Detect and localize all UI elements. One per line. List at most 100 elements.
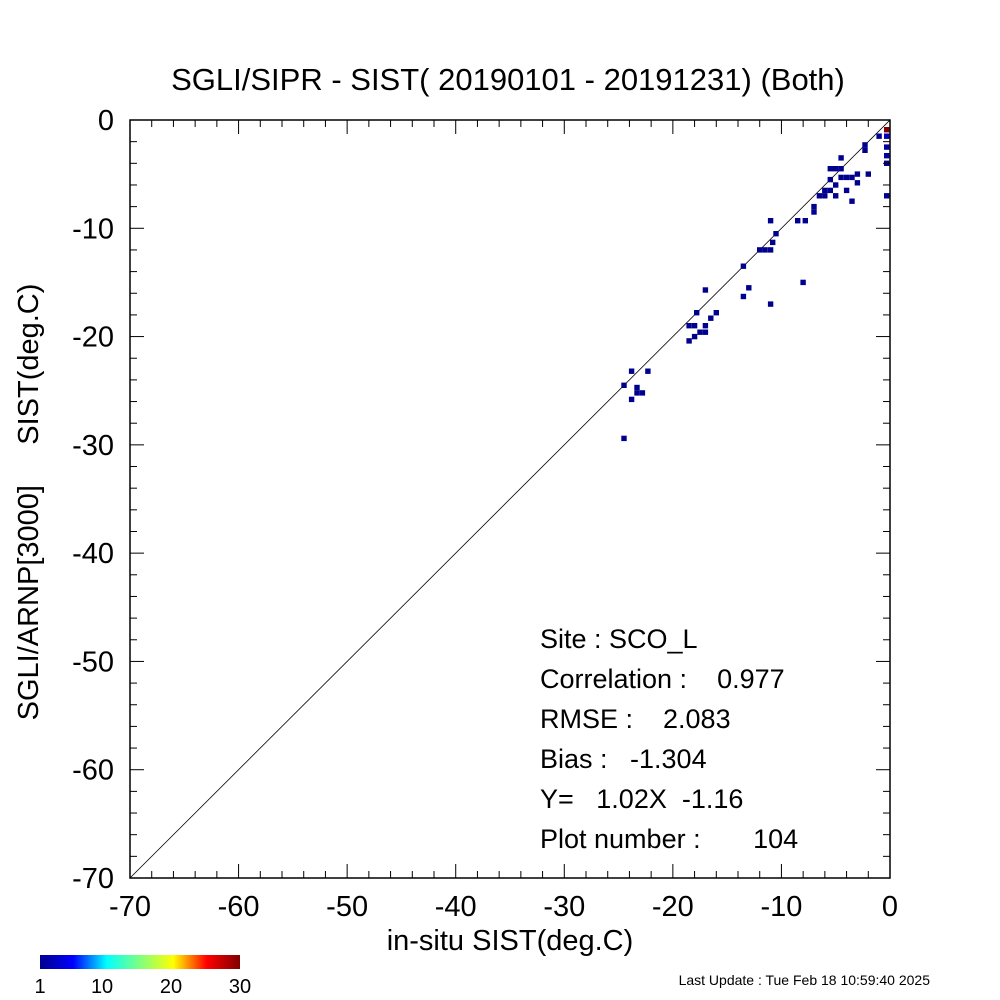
density-cell	[811, 203, 817, 210]
last-update-label: Last Update : Tue Feb 18 10:59:40 2025	[679, 972, 931, 988]
regression-label: Y= 1.02X -1.16	[540, 784, 743, 814]
x-tick-label: 0	[882, 891, 898, 923]
density-cell	[827, 176, 833, 183]
colorbar	[40, 955, 240, 969]
density-cell	[686, 338, 692, 344]
density-cell	[854, 171, 861, 177]
x-tick-label: -10	[760, 891, 802, 923]
axis-ticks	[129, 119, 891, 879]
density-cell	[686, 323, 692, 329]
density-cell	[862, 142, 868, 148]
bias-label: Bias : -1.304	[540, 744, 707, 774]
density-cell	[757, 247, 763, 253]
density-cell	[645, 368, 651, 374]
x-axis-title: in-situ SIST(deg.C)	[387, 925, 634, 957]
density-cell	[740, 263, 747, 269]
plot-number-label: Plot number : 104	[540, 824, 798, 854]
density-cell	[694, 310, 700, 316]
colorbar-tick-label: 10	[91, 976, 113, 998]
density-cell	[876, 133, 882, 139]
density-cell	[838, 174, 844, 181]
density-cell	[843, 187, 850, 194]
density-cell	[849, 198, 855, 204]
density-cell	[746, 285, 752, 291]
density-cell	[833, 193, 839, 199]
density-cell	[767, 301, 774, 307]
y-tick-label: -10	[72, 213, 114, 245]
y-tick-label: -60	[72, 755, 114, 787]
correlation-label: Correlation : 0.977	[540, 664, 785, 694]
statistics-panel: Site : SCO_L Correlation : 0.977 RMSE : …	[540, 624, 798, 854]
density-cell	[802, 218, 808, 224]
y-tick-label: -70	[72, 863, 114, 895]
density-cell	[740, 293, 747, 300]
density-cell	[634, 390, 640, 396]
density-cell	[628, 368, 635, 374]
density-cells	[621, 127, 890, 442]
colorbar-tick-label: 1	[34, 976, 45, 998]
density-cell	[827, 166, 833, 172]
density-cell	[849, 174, 855, 181]
plot-area: -70 -60 -50 -40 -30 -20 -10 0 0 -10 -20 -30 -40 -50 -6…	[72, 105, 898, 923]
density-cell	[822, 187, 828, 194]
density-cell	[639, 390, 646, 396]
density-cell	[767, 247, 774, 253]
y-tick-label: -20	[72, 322, 114, 354]
rmse-label: RMSE : 2.083	[540, 704, 731, 734]
density-cell	[862, 147, 868, 153]
plot-frame	[129, 119, 891, 879]
one-to-one-line	[129, 119, 891, 879]
density-cell	[697, 329, 703, 335]
density-cell	[811, 209, 817, 215]
y-tick-label: -30	[72, 430, 114, 462]
x-tick-label: -70	[109, 891, 151, 923]
density-cell	[833, 166, 839, 172]
density-cell	[838, 155, 844, 161]
density-cell	[702, 287, 709, 293]
density-cell	[621, 382, 627, 388]
density-cell	[713, 310, 719, 316]
density-cell	[702, 329, 709, 335]
x-tick-label: -30	[543, 891, 585, 923]
density-cell	[843, 174, 850, 181]
density-cell	[762, 247, 768, 253]
x-tick-label: -20	[652, 891, 694, 923]
x-tick-label: -40	[435, 891, 477, 923]
y-tick-label: -40	[72, 538, 114, 570]
x-tick-label: -50	[326, 891, 368, 923]
density-cell	[884, 193, 890, 199]
density-cell	[816, 193, 823, 199]
density-cell	[838, 166, 844, 172]
density-cell	[822, 193, 828, 199]
x-tick-label: -60	[218, 891, 260, 923]
density-cell	[884, 133, 890, 139]
density-cell	[795, 218, 801, 224]
colorbar-tick-label: 20	[160, 976, 182, 998]
density-cell	[773, 231, 779, 237]
density-cell	[767, 218, 774, 224]
density-cell	[865, 171, 871, 177]
density-cell	[800, 279, 806, 286]
density-cell	[884, 127, 890, 133]
y-axis-title: SGLI/ARNP[3000] SIST(deg.C)	[13, 284, 45, 721]
colorbar-tick-label: 30	[229, 976, 251, 998]
density-cell	[708, 315, 714, 321]
colorbar-labels: 1 10 20 30	[34, 976, 251, 998]
site-label: Site : SCO_L	[540, 624, 698, 654]
density-cell	[621, 435, 627, 442]
density-cell	[628, 396, 635, 403]
y-tick-label: 0	[98, 105, 114, 137]
density-cell	[827, 187, 833, 194]
density-cell	[770, 239, 776, 246]
density-cell	[691, 333, 698, 340]
density-cell	[833, 182, 839, 188]
chart-title: SGLI/SIPR - SIST( 20190101 - 20191231) (…	[171, 62, 845, 97]
density-cell	[634, 384, 640, 391]
axis-tick-labels: -70 -60 -50 -40 -30 -20 -10 0 0 -10 -20 -30 -40 -50 -6…	[72, 105, 898, 923]
density-cell	[854, 180, 861, 186]
density-cell	[884, 153, 890, 159]
density-cell	[884, 144, 890, 150]
density-cell	[702, 323, 709, 329]
density-cell	[691, 323, 698, 329]
